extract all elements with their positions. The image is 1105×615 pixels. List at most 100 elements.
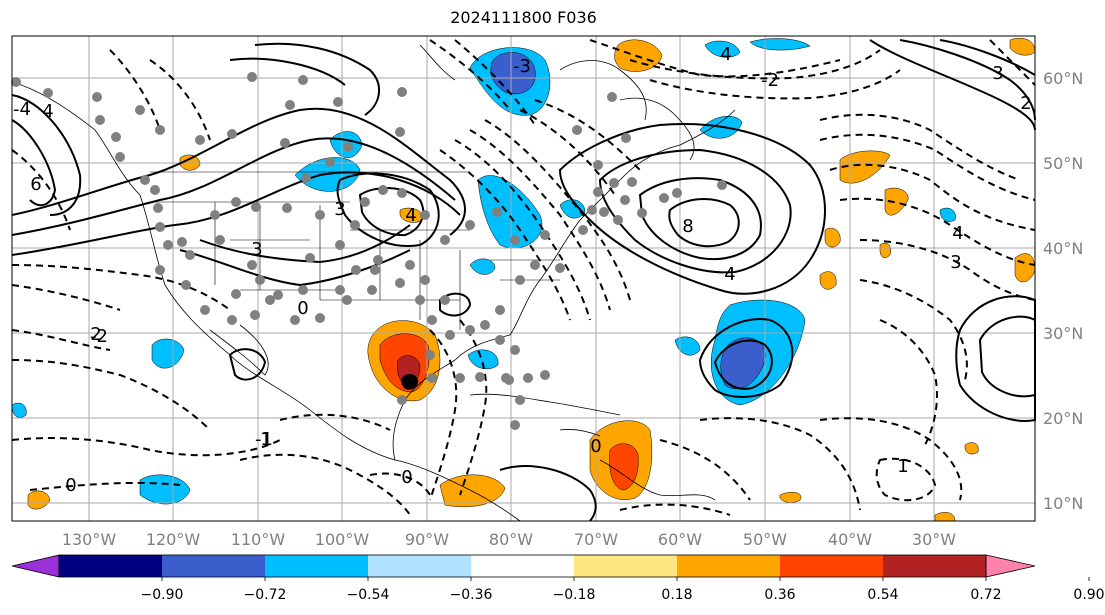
solid-contour [638, 177, 762, 261]
stipple-dot [523, 373, 533, 383]
stipple-dot [475, 372, 485, 382]
dashed-contour [239, 453, 411, 516]
dashed-contour [879, 319, 938, 446]
stipple-dot [115, 152, 125, 162]
colorbar-swatch [471, 555, 574, 577]
dashed-contour [11, 359, 211, 431]
solid-contour [11, 137, 456, 236]
anomaly-patch [401, 374, 419, 390]
anomaly-patch [477, 175, 543, 249]
stipple-dot [285, 100, 295, 110]
dashed-contour [11, 437, 281, 457]
stipple-dot [440, 295, 450, 305]
stipple-dot [540, 230, 550, 240]
longitude-tick: 110°W [231, 530, 286, 549]
stipple-dot [672, 188, 682, 198]
contour-label: 2 [1020, 93, 1031, 114]
longitude-tick: 40°W [828, 530, 872, 549]
stipple-dot [92, 92, 102, 102]
anomaly-patch [1009, 37, 1036, 56]
coastline [469, 393, 621, 416]
stipple-dot [155, 265, 165, 275]
solid-contour [228, 348, 267, 381]
anomaly-patch [720, 337, 766, 390]
solid-contour [668, 198, 740, 248]
longitude-tick: 120°W [146, 530, 201, 549]
coastline [624, 109, 736, 176]
stipple-dot [593, 187, 603, 197]
solid-contour [558, 123, 826, 295]
stipple-dot [185, 250, 195, 260]
anomaly-patch [609, 443, 639, 491]
colorbar-tick-label: 0.18 [661, 587, 692, 603]
stipple-dot [495, 305, 505, 315]
colorbar-tick-label: −0.90 [141, 587, 184, 603]
colorbar-tick-label: −0.54 [347, 587, 390, 603]
stipple-dot [111, 132, 121, 142]
dashed-contour [819, 417, 963, 501]
stipple-dot [335, 285, 345, 295]
stipple-dot [265, 295, 275, 305]
stipple-dot [627, 177, 637, 187]
dashed-contour [429, 329, 458, 501]
stipple-dot [200, 305, 210, 315]
stipple-dot [593, 160, 603, 170]
dashed-contour [649, 69, 901, 100]
stipple-dot [273, 290, 283, 300]
solid-contour [11, 171, 461, 256]
stipple-dot [298, 285, 308, 295]
stipple-dot [659, 193, 669, 203]
longitude-tick: 30°W [912, 530, 956, 549]
stipple-dot [440, 235, 450, 245]
contour-label: 4 [405, 205, 416, 226]
dashed-contour [534, 99, 641, 171]
stipple-dot [510, 235, 520, 245]
stipple-dot [504, 375, 514, 385]
solid-contour [899, 39, 1036, 121]
coastline [559, 60, 647, 121]
stipple-dot [445, 330, 455, 340]
stipple-dot [405, 260, 415, 270]
anomaly-patch [819, 271, 837, 290]
stipple-dot [427, 315, 437, 325]
stipple-dot [415, 295, 425, 305]
latitude-tick: 50°N [1043, 154, 1083, 173]
stipple-dot [515, 275, 525, 285]
dashed-contour [149, 59, 211, 141]
stipple-dot [350, 220, 360, 230]
dashed-contour [659, 439, 751, 501]
map-title: 2024111800 F036 [450, 8, 597, 27]
stipple-dot [333, 97, 343, 107]
contour-label: 1 [260, 429, 271, 450]
solid-contour [869, 39, 1036, 131]
latitude-tick: 30°N [1043, 324, 1083, 343]
stipple-dot [163, 240, 173, 250]
solid-contour [199, 224, 411, 264]
longitude-tick-labels: 130°W 120°W 110°W 100°W 90°W 80°W 70°W 60°W 50°W… [62, 530, 956, 549]
graticule [12, 36, 1035, 521]
longitude-tick: 100°W [315, 530, 370, 549]
contour-label: 3 [950, 252, 961, 273]
stipple-dot [140, 175, 150, 185]
anomaly-patch [1014, 253, 1036, 283]
colorbar-swatch [59, 555, 162, 577]
dashed-contour [459, 319, 488, 496]
stipple-dot [378, 185, 388, 195]
dashed-contour [429, 39, 511, 111]
dashed-contour [454, 139, 591, 321]
stipple-dots [11, 72, 727, 430]
anomaly-patch [704, 40, 741, 58]
stipple-dot [305, 253, 315, 263]
anomaly-patch [469, 258, 496, 275]
stipple-dot [609, 178, 619, 188]
anomaly-patch [27, 490, 51, 510]
stipple-dot [455, 373, 465, 383]
stipple-dot [425, 350, 435, 360]
dashed-contour [819, 133, 1036, 201]
colorbar-swatch [780, 555, 883, 577]
stipple-dot [495, 335, 505, 345]
dashed-contour [29, 481, 181, 491]
stipple-dot [227, 129, 237, 139]
